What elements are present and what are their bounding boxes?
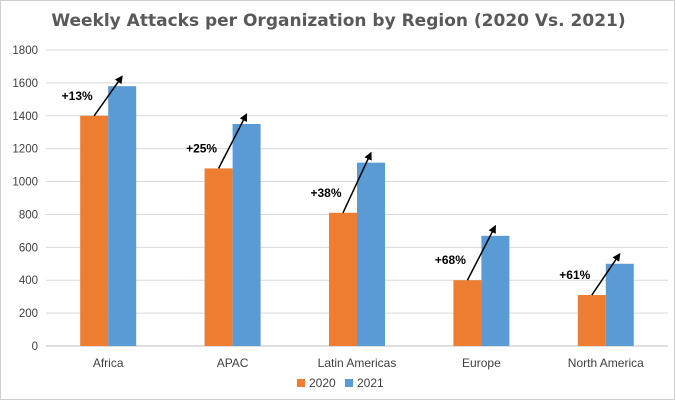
bar-2020 — [453, 280, 482, 346]
y-tick-label: 1600 — [12, 78, 38, 90]
bar-2020 — [577, 295, 606, 346]
growth-arrow — [466, 224, 497, 281]
legend-label: 2020 — [309, 376, 336, 390]
growth-annotation: +38% — [310, 186, 341, 200]
legend-swatch — [345, 379, 353, 387]
bar-2021 — [605, 263, 634, 346]
bar-2021 — [481, 235, 510, 346]
y-tick-label: 200 — [19, 308, 38, 320]
bar-2021 — [357, 162, 385, 346]
bar-2021 — [232, 124, 261, 346]
x-tick-label: Africa — [93, 356, 124, 370]
y-tick-label: 600 — [19, 242, 38, 254]
x-tick-label: Europe — [462, 356, 501, 370]
y-tick-label: 0 — [32, 341, 38, 353]
bar-2020 — [329, 212, 357, 346]
y-tick-label: 1200 — [12, 144, 38, 156]
y-tick-label: 1400 — [12, 111, 38, 123]
growth-annotation: +61% — [559, 268, 590, 282]
y-tick-label: 800 — [19, 209, 38, 221]
growth-annotation: +25% — [186, 141, 217, 155]
growth-arrow — [591, 252, 621, 296]
bars — [80, 86, 634, 347]
x-tick-label: North America — [568, 356, 644, 370]
y-tick-label: 400 — [19, 275, 38, 287]
growth-annotation: +68% — [435, 253, 466, 267]
growth-annotation: +13% — [62, 89, 93, 103]
legend: 2020 2021 — [297, 376, 384, 390]
growth-arrow — [217, 113, 248, 169]
x-tick-label: Latin Americas — [318, 356, 397, 370]
bar-2020 — [80, 115, 109, 347]
growth-arrow — [93, 75, 123, 117]
growth-arrow — [342, 151, 372, 214]
bar-2021 — [108, 86, 137, 346]
y-tick-label: 1800 — [12, 45, 38, 57]
x-tick-label: APAC — [217, 356, 249, 370]
legend-swatch — [297, 379, 305, 387]
bar-2020 — [204, 168, 233, 346]
y-tick-label: 1000 — [12, 177, 38, 189]
chart-title: Weekly Attacks per Organization by Regio… — [51, 11, 626, 31]
legend-label: 2021 — [357, 376, 384, 390]
labels: 0 200 400 600 800 1000 1200 1400 1600 1800 Africa +… — [12, 45, 644, 370]
